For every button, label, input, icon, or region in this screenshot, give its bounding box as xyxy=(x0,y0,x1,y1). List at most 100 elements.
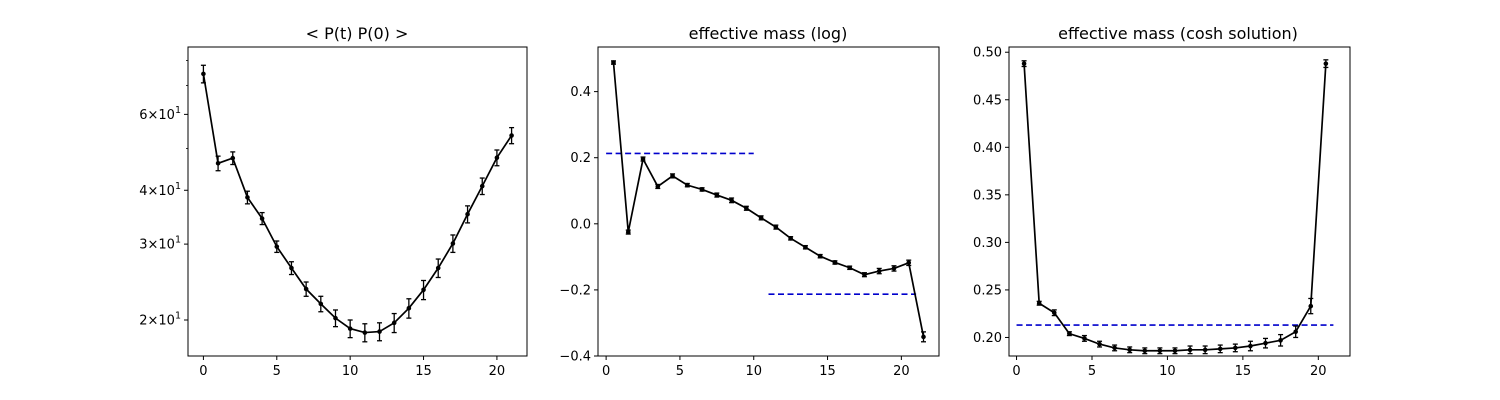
ytick-label: 0.45 xyxy=(973,93,1002,108)
data-point xyxy=(817,253,823,259)
data-point xyxy=(803,244,808,250)
data-point xyxy=(494,155,500,161)
data-point xyxy=(685,182,690,188)
data-point xyxy=(509,133,514,138)
data-point xyxy=(201,71,206,77)
data-point xyxy=(1293,329,1298,335)
data-point xyxy=(318,301,324,307)
data-point xyxy=(303,286,309,292)
data-point xyxy=(406,305,412,311)
data-point xyxy=(1308,303,1314,309)
ytick-label: 0.35 xyxy=(973,188,1002,203)
ytick-label: 4×101 xyxy=(139,181,181,199)
ytick-label: 0.30 xyxy=(973,236,1002,251)
data-point xyxy=(1142,348,1148,354)
axes-frame xyxy=(1008,46,1351,357)
xtick-label: 0 xyxy=(199,364,207,379)
data-point xyxy=(1263,340,1268,346)
data-point xyxy=(377,329,382,334)
xtick-label: 5 xyxy=(676,364,684,379)
xtick-label: 15 xyxy=(819,364,836,379)
data-point xyxy=(435,265,441,271)
data-point xyxy=(1097,341,1102,347)
data-point xyxy=(1202,347,1208,353)
effective-mass-cosh-panel: effective mass (cosh solution) 0 5 10 15 20 0… xyxy=(973,24,1351,379)
correlator-title: < P(t) P(0) > xyxy=(306,24,409,43)
data-point xyxy=(450,241,456,246)
data-point xyxy=(773,224,779,230)
data-point xyxy=(1187,347,1193,353)
series-line xyxy=(202,73,513,334)
data-point xyxy=(347,326,353,331)
data-point xyxy=(1051,310,1057,316)
series-line xyxy=(612,62,925,337)
data-point xyxy=(391,320,397,326)
xtick-label: 20 xyxy=(1310,364,1327,379)
xtick-label: 20 xyxy=(489,364,506,379)
data-point xyxy=(362,330,368,335)
data-point xyxy=(862,272,867,278)
data-point xyxy=(1127,347,1133,353)
axes-frame xyxy=(187,46,528,357)
data-point xyxy=(1323,61,1329,66)
ytick-label: 3×101 xyxy=(139,235,181,253)
ytick-label: 0.4 xyxy=(570,85,591,100)
data-point xyxy=(1112,345,1117,351)
data-point xyxy=(1067,331,1072,336)
data-point xyxy=(847,265,852,271)
data-point xyxy=(714,192,720,198)
data-point xyxy=(655,184,661,189)
effective-mass-cosh-title: effective mass (cosh solution) xyxy=(1058,24,1298,43)
data-point xyxy=(421,287,426,293)
xtick-label: 5 xyxy=(273,364,281,379)
effective-mass-log-title: effective mass (log) xyxy=(689,24,848,43)
data-point xyxy=(479,183,485,189)
ytick-label: 6×101 xyxy=(139,105,181,123)
data-point xyxy=(1278,338,1283,343)
ytick-label: 0.50 xyxy=(973,46,1002,61)
ytick-label: 0.0 xyxy=(570,217,591,232)
xtick-label: 0 xyxy=(1012,364,1020,379)
ytick-label: 0.2 xyxy=(570,151,591,166)
correlator-panel: < P(t) P(0) > 0 5 10 15 20 2×101 3×101 4×101 6×1… xyxy=(139,24,528,379)
data-point xyxy=(274,244,280,249)
data-point xyxy=(1082,336,1087,341)
xtick-label: 10 xyxy=(745,364,762,379)
data-point xyxy=(215,160,221,166)
data-point xyxy=(611,60,616,65)
data-point xyxy=(699,187,705,192)
data-point xyxy=(921,334,926,340)
ytick-exponent: 1 xyxy=(175,105,181,116)
data-point xyxy=(744,205,749,211)
ytick-exponent: 1 xyxy=(175,235,181,246)
data-point xyxy=(1233,345,1238,351)
data-point xyxy=(245,195,250,200)
ytick-label: 0.40 xyxy=(973,141,1002,156)
ytick-exponent: 1 xyxy=(175,310,181,321)
data-point xyxy=(465,211,470,217)
xtick-label: 20 xyxy=(893,364,910,379)
data-point xyxy=(788,236,793,241)
data-point xyxy=(891,266,897,271)
data-point xyxy=(230,155,236,161)
ytick-label: −0.2 xyxy=(559,283,591,298)
ytick-label: 0.25 xyxy=(973,283,1002,298)
ytick-label: −0.4 xyxy=(559,350,591,365)
data-point xyxy=(1021,61,1027,66)
data-point xyxy=(758,215,764,221)
data-point xyxy=(625,229,631,235)
xtick-label: 10 xyxy=(1159,364,1176,379)
data-point xyxy=(832,260,838,265)
data-point xyxy=(729,198,734,203)
ytick-label: 0.20 xyxy=(973,331,1002,346)
data-point xyxy=(1172,348,1178,354)
xtick-label: 10 xyxy=(342,364,359,379)
data-point xyxy=(670,173,675,179)
data-point xyxy=(906,260,912,266)
data-point xyxy=(1036,300,1042,306)
data-point xyxy=(876,268,882,274)
data-point xyxy=(259,216,265,221)
data-point xyxy=(640,156,646,162)
